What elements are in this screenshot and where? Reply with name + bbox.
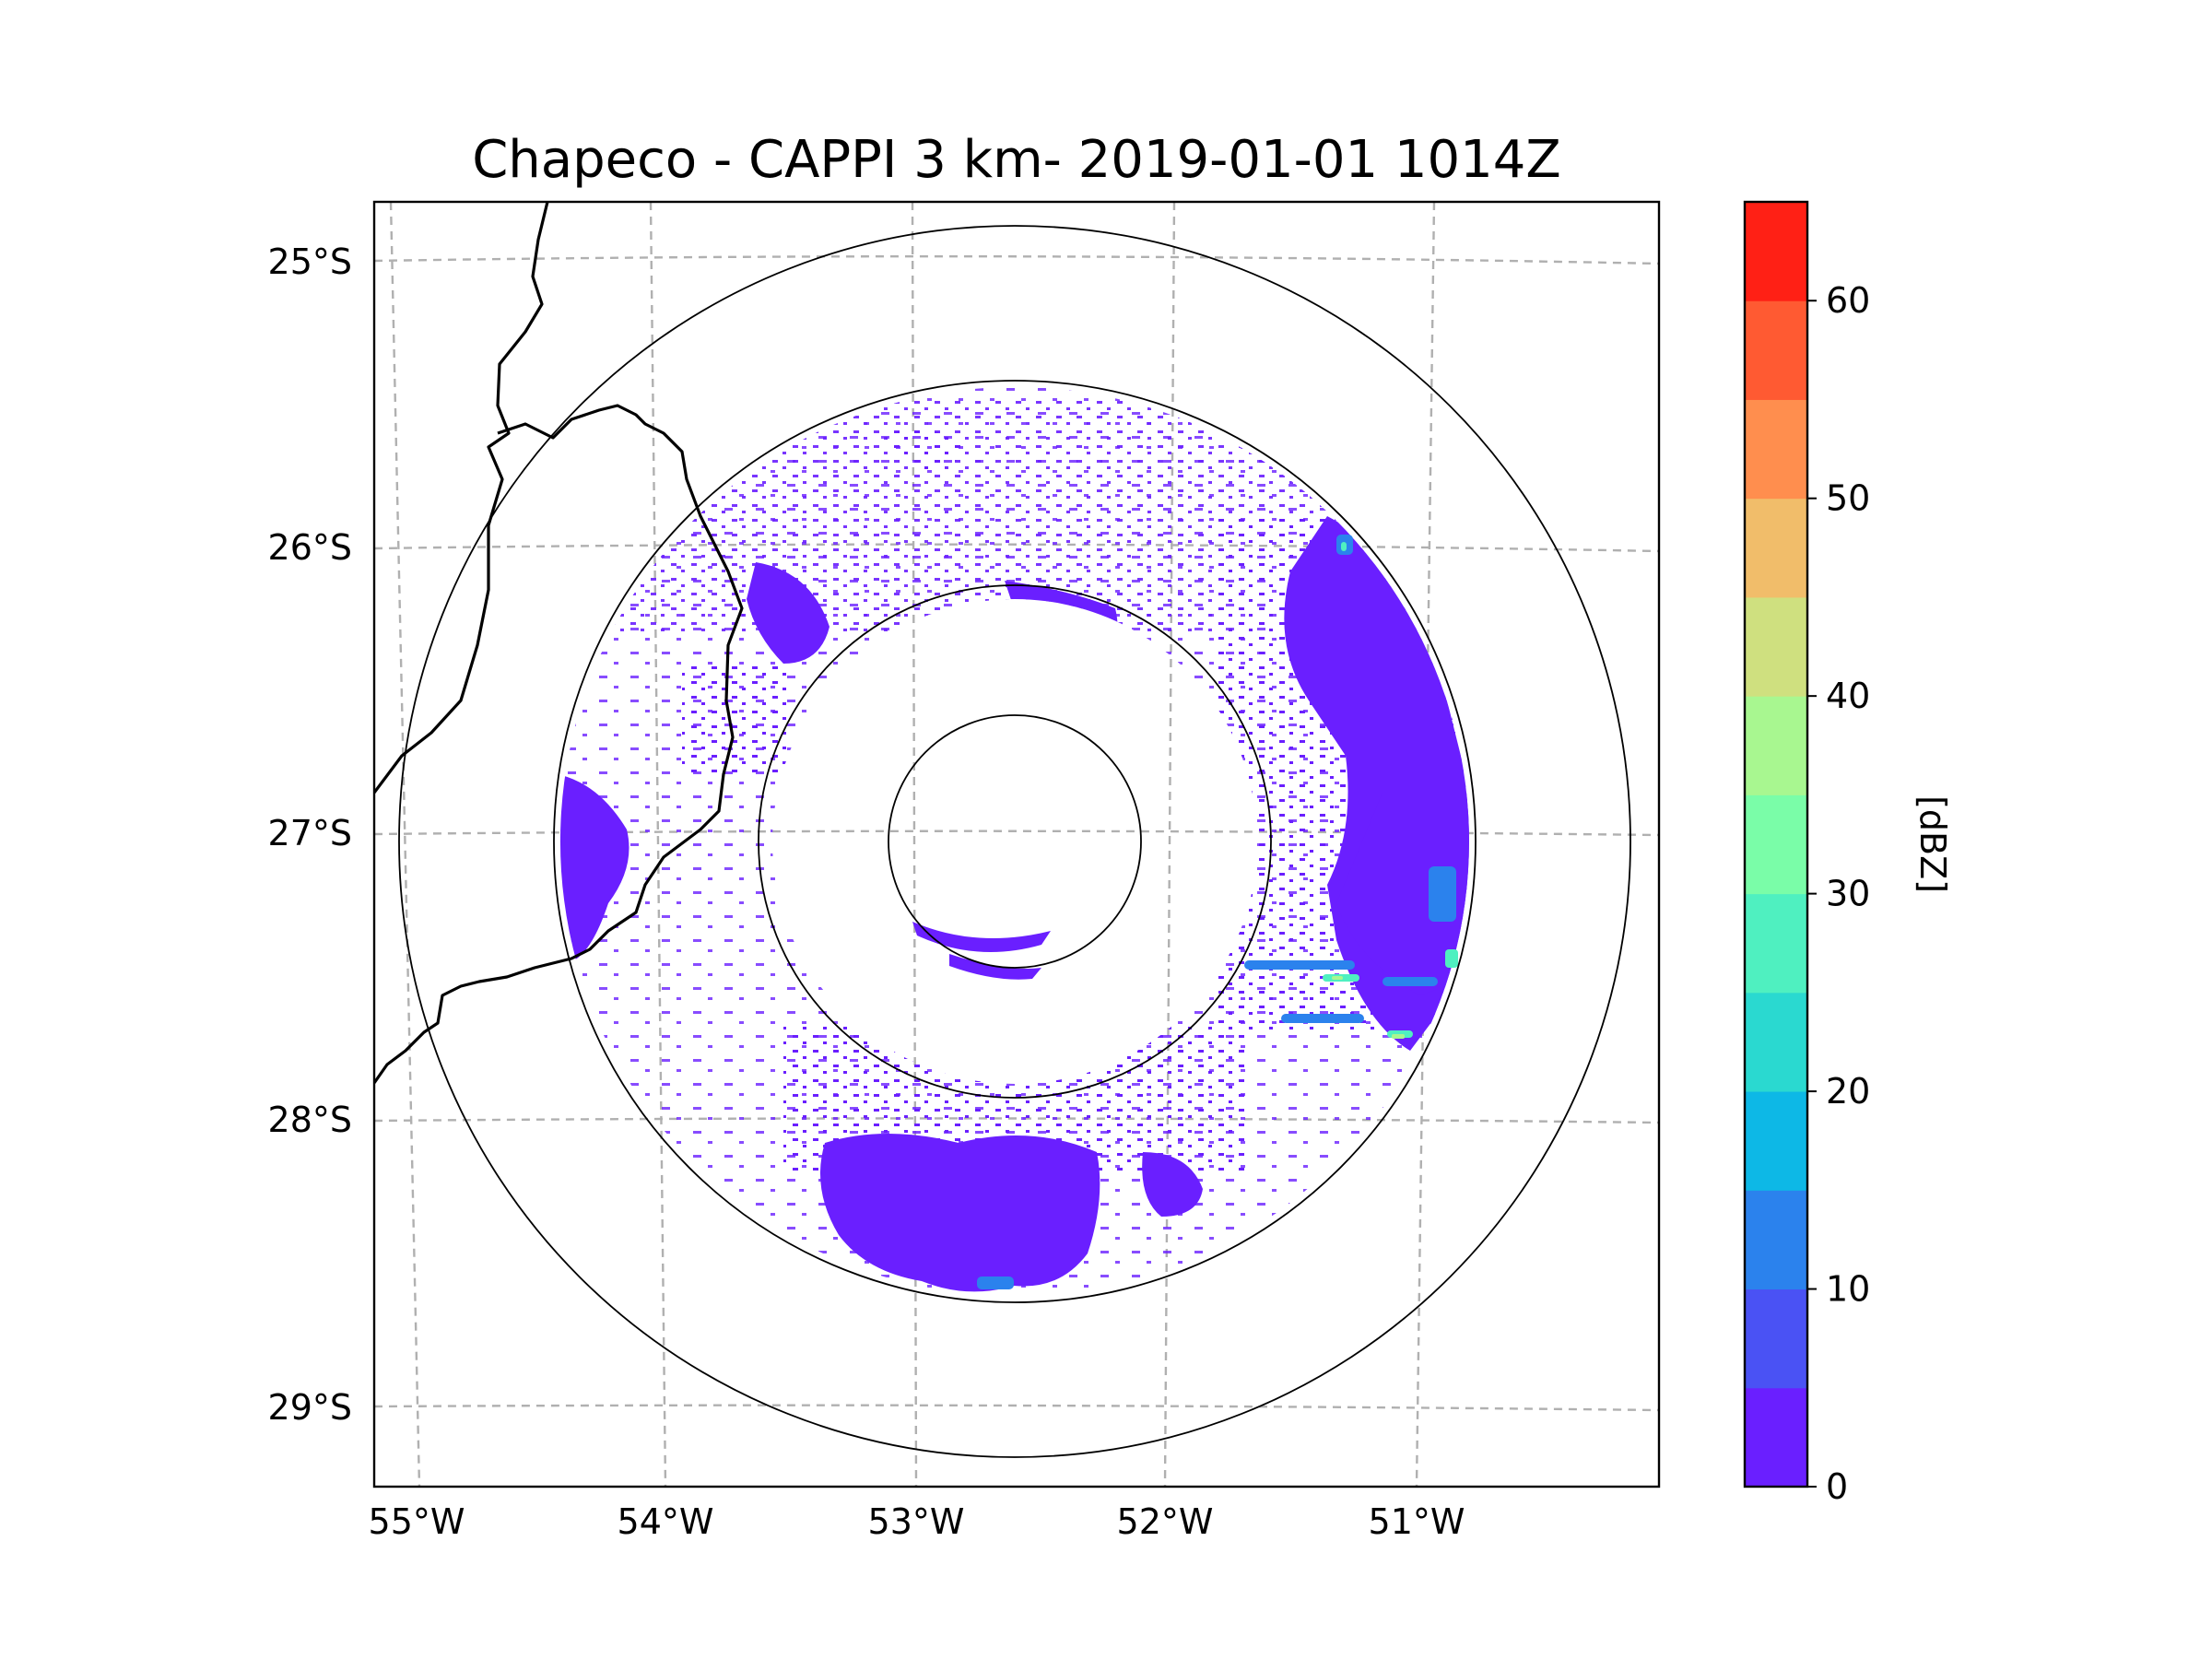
colorbar-swatch — [1745, 1288, 1807, 1389]
colorbar-label: [dBZ] — [1912, 795, 1953, 893]
lon-tick: 55°W — [369, 1501, 465, 1542]
colorbar-swatch — [1745, 1387, 1807, 1488]
lat-tick: 28°S — [268, 1100, 352, 1140]
colorbar-swatch — [1745, 893, 1807, 994]
lat-tick: 26°S — [268, 527, 352, 568]
lon-tick: 53°W — [868, 1501, 965, 1542]
colorbar-tick-label: 20 — [1826, 1071, 1870, 1112]
colorbar-tick-label: 30 — [1826, 874, 1870, 914]
colorbar-swatch — [1745, 596, 1807, 697]
colorbar-swatch — [1745, 399, 1807, 500]
lon-tick-labels: 55°W 54°W 53°W 52°W 51°W — [369, 1501, 1465, 1542]
range-rings — [398, 225, 1631, 1458]
lon-tick: 52°W — [1117, 1501, 1214, 1542]
colorbar-swatch — [1745, 992, 1807, 1092]
lat-tick: 25°S — [268, 241, 352, 282]
plot-title: Chapeco - CAPPI 3 km- 2019-01-01 1014Z — [472, 130, 1561, 190]
colorbar-tick-label: 0 — [1826, 1466, 1848, 1507]
colorbar-swatch — [1745, 1091, 1807, 1191]
colorbar-swatch — [1745, 696, 1807, 795]
colorbar-swatch — [1745, 794, 1807, 895]
reflectivity-field — [559, 387, 1469, 1296]
lon-tick: 54°W — [618, 1501, 714, 1542]
colorbar-swatch — [1745, 1190, 1807, 1290]
colorbar-swatch — [1745, 202, 1807, 301]
colorbar-swatches — [1745, 202, 1807, 1488]
colorbar-ticks: 0 10 20 30 40 50 60 — [1807, 280, 1870, 1507]
colorbar-tick-label: 50 — [1826, 478, 1870, 519]
lat-tick-labels: 25°S 26°S 27°S 28°S 29°S — [268, 241, 352, 1428]
colorbar-frame — [1743, 200, 1809, 1488]
colorbar-swatch — [1745, 300, 1807, 400]
map-frame — [372, 200, 1661, 1488]
colorbar: 0 10 20 30 40 50 60 [dBZ] — [1743, 200, 1953, 1507]
colorbar-tick-label: 60 — [1826, 280, 1870, 321]
colorbar-tick-label: 40 — [1826, 676, 1870, 716]
map-axes — [372, 200, 1661, 1488]
lon-tick: 51°W — [1369, 1501, 1465, 1542]
political-borders — [374, 202, 744, 1084]
colorbar-tick-label: 10 — [1826, 1269, 1870, 1310]
colorbar-swatch — [1745, 498, 1807, 598]
lat-tick: 29°S — [268, 1387, 352, 1428]
lat-tick: 27°S — [268, 813, 352, 853]
